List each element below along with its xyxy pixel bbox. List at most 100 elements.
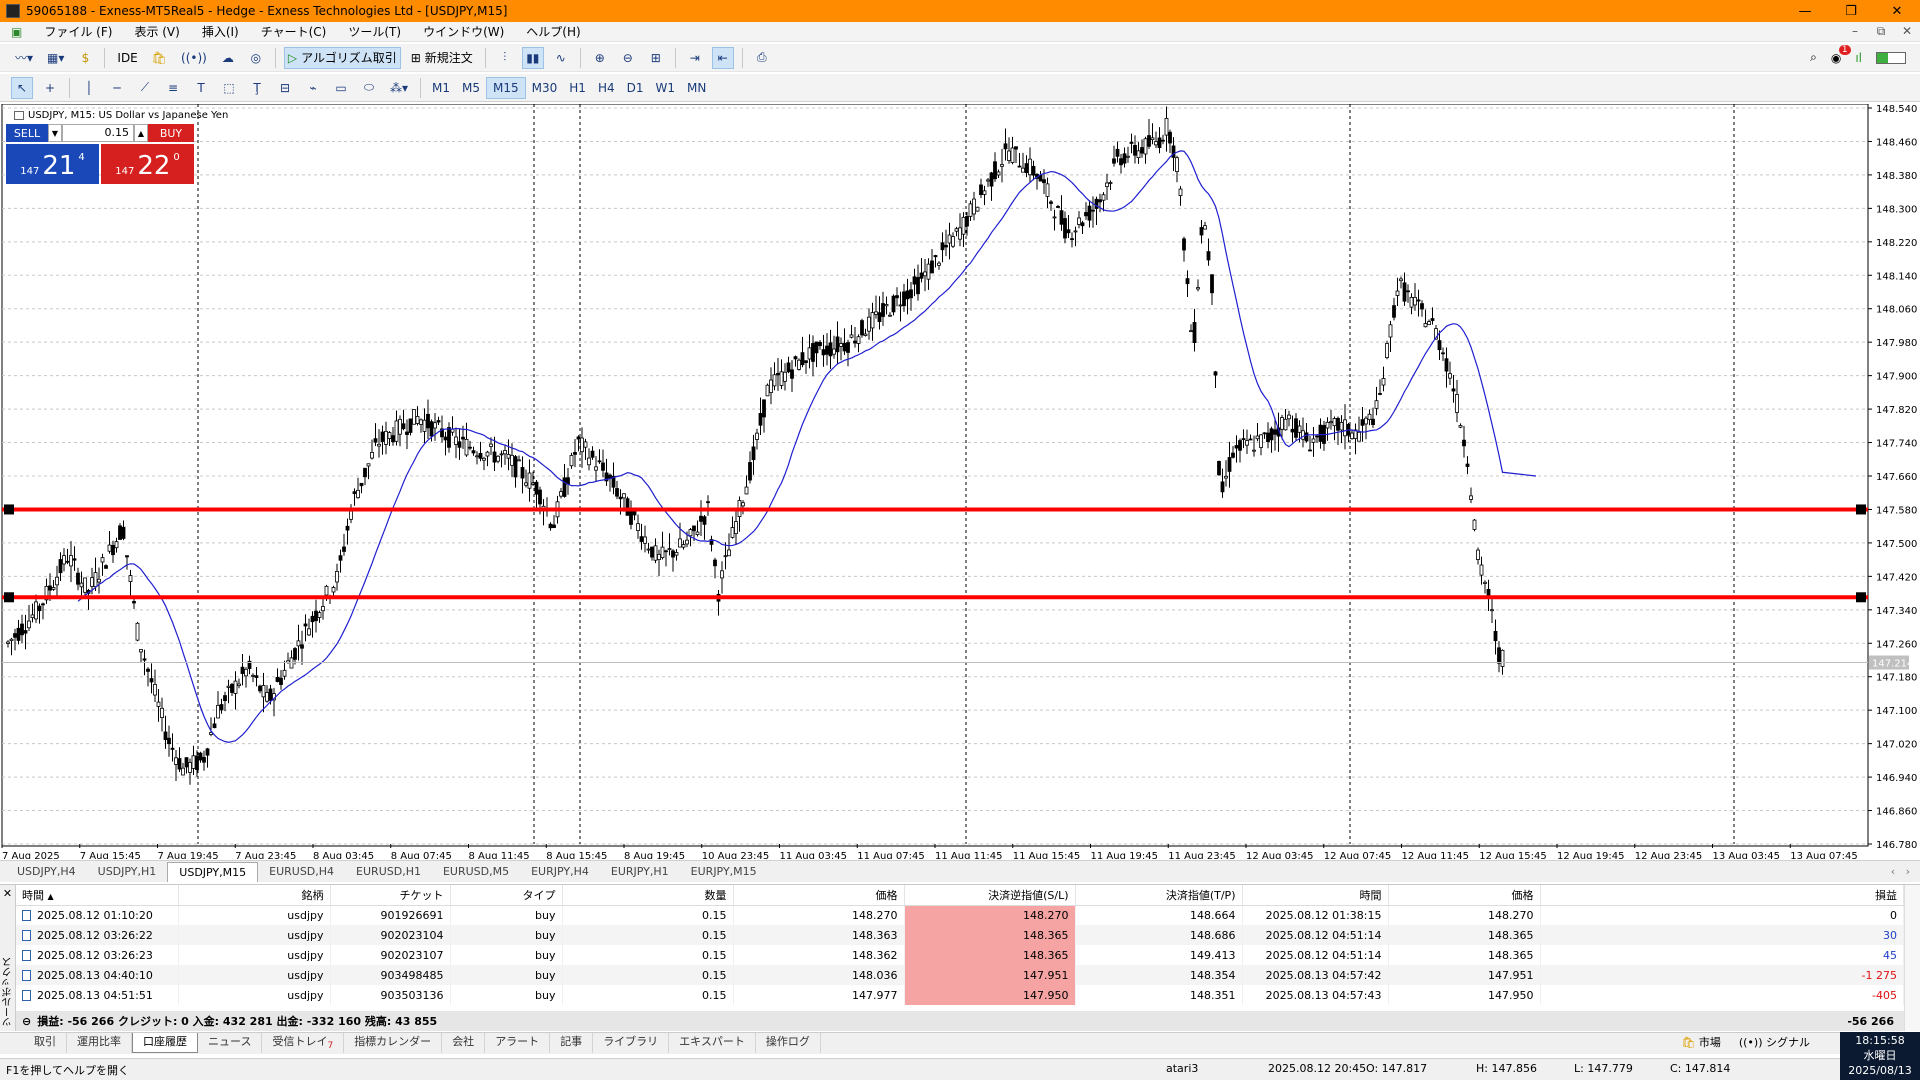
menu-chart[interactable]: チャート(C) [260,25,327,39]
signals-link[interactable]: ((•)) シグナル [1738,1036,1810,1049]
menu-file[interactable]: ファイル (F) [44,25,113,39]
sell-button[interactable]: SELL [6,124,48,142]
table-row[interactable]: 2025.08.13 04:51:51 usdjpy 903503136 buy 0… [16,985,1904,1005]
timeframe-w1[interactable]: W1 [655,80,676,95]
menu-tools[interactable]: ツール(T) [348,25,402,39]
text-label-icon[interactable]: Ţ [253,80,261,95]
tab-experts[interactable]: エキスパート [669,1033,756,1053]
table-row[interactable]: 2025.08.12 03:26:23 usdjpy 902023107 buy 0… [16,945,1904,965]
horizontal-line-icon[interactable]: ─ [113,80,121,95]
chart-tab-active[interactable]: USDJPY,M15 [167,862,259,882]
notifications-icon[interactable]: ◉ 1 [1831,44,1851,65]
timeframe-m30[interactable]: M30 [531,80,558,95]
tab-exposure[interactable]: 運用比率 [67,1033,132,1053]
chart-tab[interactable]: EURUSD,H1 [356,865,421,878]
menu-view[interactable]: 表示 (V) [134,25,180,39]
child-minimize-icon[interactable]: – [1852,24,1858,38]
timeframe-m15[interactable]: M15 [486,76,526,99]
trendline-icon[interactable]: ⟋ [140,80,150,94]
buy-button[interactable]: BUY [148,124,194,142]
tab-company[interactable]: 会社 [442,1033,486,1053]
maximize-button[interactable]: ❐ [1845,3,1857,19]
menu-help[interactable]: ヘルプ(H) [526,25,581,39]
close-toolbox-icon[interactable]: ✕ [2,887,13,900]
timeframe-h4[interactable]: H4 [597,80,615,95]
chart-shift-icon[interactable]: ⇤ [711,46,734,69]
table-row[interactable]: 2025.08.12 03:26:22 usdjpy 902023104 buy 0… [16,925,1904,945]
col-header-sl[interactable]: 決済逆指値(S/L) [904,885,1076,906]
algo-trading-button[interactable]: ▷ アルゴリズム取引 [283,46,401,69]
ide-button[interactable]: IDE [117,50,138,65]
child-restore-icon[interactable]: ⧉ [1876,24,1886,38]
tab-journal[interactable]: 操作ログ [756,1033,821,1053]
shapes-icon[interactable]: ⬚ [223,80,235,95]
zoom-in-icon[interactable]: ⊕ [594,50,605,65]
timeframe-m5[interactable]: M5 [462,80,481,95]
col-header-price[interactable]: 価格 [733,885,905,906]
timeframe-mn[interactable]: MN [687,80,707,95]
chart-tab[interactable]: EURUSD,H4 [269,865,335,878]
indicators-icon[interactable]: ⌁ [309,80,317,95]
volume-up-icon[interactable]: ▲ [134,124,148,142]
col-header-close-time[interactable]: 時間 [1242,885,1389,906]
tab-articles[interactable]: 記事 [550,1033,594,1053]
tab-history[interactable]: 口座履歴 [132,1033,198,1053]
cursor-icon[interactable]: ↖ [11,76,33,99]
tab-mailbox[interactable]: 受信トレイ7 [262,1033,345,1053]
chart-type-icon[interactable]: 〰▾ [15,51,34,65]
channel-icon[interactable]: ≡ [167,80,179,95]
tab-calendar[interactable]: 指標カレンダー [344,1033,443,1053]
hline-handle-left[interactable] [4,504,14,515]
tab-library[interactable]: ライブラリ [593,1033,670,1053]
signals-icon[interactable]: ((•)) [181,50,207,65]
hline-handle-right[interactable] [1856,592,1866,603]
timeframe-h1[interactable]: H1 [569,80,586,95]
ask-price-button[interactable]: 147 22 0 [101,144,195,184]
button-object-icon[interactable]: ▭ [335,80,347,95]
tab-trade[interactable]: 取引 [24,1033,67,1053]
close-button[interactable]: ✕ [1891,3,1903,19]
col-header-type[interactable]: タイプ [450,885,563,906]
objects-menu-icon[interactable]: ⁂▾ [390,80,409,95]
tab-scroll-arrows[interactable]: ‹ › [1890,865,1910,878]
new-order-button[interactable]: ⊞ 新規注文 [410,50,473,66]
chart-tab[interactable]: EURUSD,M5 [442,865,510,878]
col-header-ticket[interactable]: チケット [330,885,451,906]
chart-tab[interactable]: EURJPY,H4 [531,865,589,878]
col-header-time[interactable]: 時間 ▲ [16,885,179,906]
menu-window[interactable]: ウインドウ(W) [423,25,505,39]
timeframe-m1[interactable]: M1 [432,80,451,95]
chart-tab[interactable]: EURJPY,H1 [610,865,669,878]
table-row[interactable]: 2025.08.13 04:40:10 usdjpy 903498485 buy 0… [16,965,1904,985]
tab-news[interactable]: ニュース [198,1033,263,1053]
vertical-line-icon[interactable]: │ [85,80,93,95]
minimize-button[interactable]: — [1798,3,1812,19]
volume-down-icon[interactable]: ▼ [48,124,62,142]
market-link[interactable]: 🛍 市場 [1681,1036,1721,1049]
metaquotes-icon[interactable]: ◎ [250,50,262,65]
chart-template-icon[interactable]: ▦▾ [47,50,65,65]
hline-handle-left[interactable] [4,592,14,603]
menu-insert[interactable]: 挿入(I) [201,25,239,39]
vps-icon[interactable]: ☁ [221,50,234,65]
chart-tab[interactable]: USDJPY,H1 [97,865,157,878]
zoom-out-icon[interactable]: ⊖ [622,50,633,65]
table-row[interactable]: 2025.08.12 01:10:20 usdjpy 901926691 buy 0… [16,905,1904,925]
plot-area[interactable] [1,104,1869,847]
market-watch-icon[interactable]: $ [81,50,90,65]
col-header-volume[interactable]: 数量 [562,885,734,906]
ruler-icon[interactable]: ⊟ [279,80,291,95]
col-header-tp[interactable]: 決済指値(T/P) [1075,885,1243,906]
ellipse-icon[interactable]: ⬭ [363,80,375,94]
bid-price-button[interactable]: 147 21 4 [6,144,100,184]
tile-windows-icon[interactable]: ⊞ [650,50,661,65]
price-chart[interactable]: 148.540 148.460 148.380 148.300 148.220 148.1… [0,104,1920,859]
col-header-profit[interactable]: 損益 [1540,885,1904,906]
chart-tab[interactable]: USDJPY,H4 [17,865,76,878]
candlestick-icon[interactable]: ▮▮ [521,46,544,69]
col-header-symbol[interactable]: 銘柄 [178,885,331,906]
volume-input[interactable]: 0.15 [62,124,134,142]
menu-app-icon[interactable]: ▣ [11,24,23,39]
status-profile[interactable]: atari3 [1166,1062,1199,1075]
text-icon[interactable]: T [197,80,205,95]
